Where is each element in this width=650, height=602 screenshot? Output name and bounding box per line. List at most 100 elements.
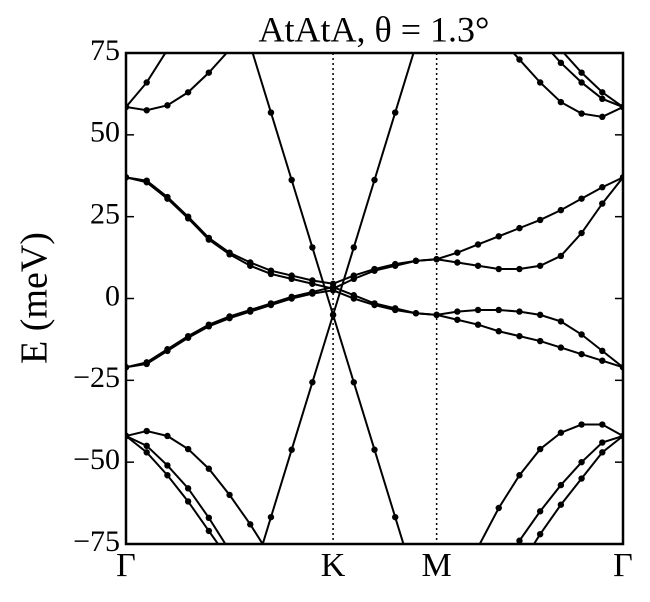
band-point [350,292,357,299]
band-point [536,508,544,515]
band-point [516,265,523,273]
band-point [454,308,461,315]
band-point [143,179,150,186]
band-point [267,270,275,278]
y-tick-label: 25 [90,198,120,231]
y-tick-label: 50 [90,116,120,149]
band-point [164,102,171,109]
x-tick-label: Γ [613,547,633,584]
band-point [578,79,585,86]
band-point [454,249,461,256]
band-point [516,537,523,544]
band-point [205,236,213,243]
band-point [412,310,420,317]
band-point [392,513,399,521]
band-point [268,554,274,560]
band-point [371,300,378,307]
band-point [309,280,316,287]
y-tick-label: 75 [90,34,120,67]
band-point [536,216,544,224]
band-point [350,244,357,251]
band-point [226,251,233,258]
band-point [495,233,502,240]
band-point [371,176,378,184]
band-point [557,318,565,325]
band-point [599,89,606,96]
band-point [309,244,316,251]
band-point [536,337,544,345]
band-point [164,346,171,353]
y-tick-label: −25 [73,361,120,394]
band-point [392,109,399,116]
band-point [143,359,150,366]
band-point [599,347,606,355]
band-point [599,439,606,446]
band-point [143,107,150,114]
y-tick-label: −75 [73,525,120,558]
band-point [599,449,606,456]
band-point [599,113,606,121]
band-point [557,501,565,508]
band-point [143,427,150,435]
band-point [599,95,606,103]
band-point [309,288,316,296]
band-point [184,332,192,340]
band-point [536,530,544,538]
band-point [392,305,399,312]
y-axis-label: E (meV) [14,232,56,364]
band-point [496,33,502,39]
band-point [516,56,523,63]
band-point [184,215,192,222]
band-point [495,265,502,273]
band-point [474,321,482,328]
band-point [267,109,275,116]
band-point [164,195,171,202]
band-point [557,59,565,67]
band-point [536,79,544,86]
band-point [578,421,585,428]
plot-area [126,33,623,587]
band-point [578,69,585,76]
band-point [578,458,585,466]
band-point [557,344,565,351]
band-point [288,446,295,453]
band-point [413,581,419,587]
band-point [454,316,461,323]
band-point [474,306,482,314]
band-point [226,491,233,499]
band-point [164,462,171,469]
band-point [516,472,523,479]
band-point [143,449,150,456]
band-point [557,429,565,436]
band-point [288,293,295,301]
band-line [126,435,623,544]
band-point [516,308,523,315]
band-point [537,37,543,43]
band-point [288,176,295,184]
band-point [205,527,213,535]
band-point [184,498,192,505]
y-tick-label: −50 [73,443,120,476]
band-point [495,306,502,314]
plot-frame [124,51,625,546]
band-point [267,513,275,521]
band-point [184,485,192,492]
band-point [412,257,420,265]
band-point [184,445,192,453]
band-point [516,224,523,232]
band-point [309,379,316,386]
band-point [578,331,585,338]
band-point [350,275,357,283]
x-tick-label: K [321,547,346,584]
x-tick-label: Γ [116,547,136,584]
chart-title: AtAtA, θ = 1.3° [259,9,490,49]
band-point [536,445,544,453]
band-line [126,53,623,108]
band-point [599,200,606,207]
band-point [557,252,565,260]
band-point [454,259,461,266]
band-point [516,564,522,570]
band-point [350,379,357,386]
band-point [143,79,150,86]
